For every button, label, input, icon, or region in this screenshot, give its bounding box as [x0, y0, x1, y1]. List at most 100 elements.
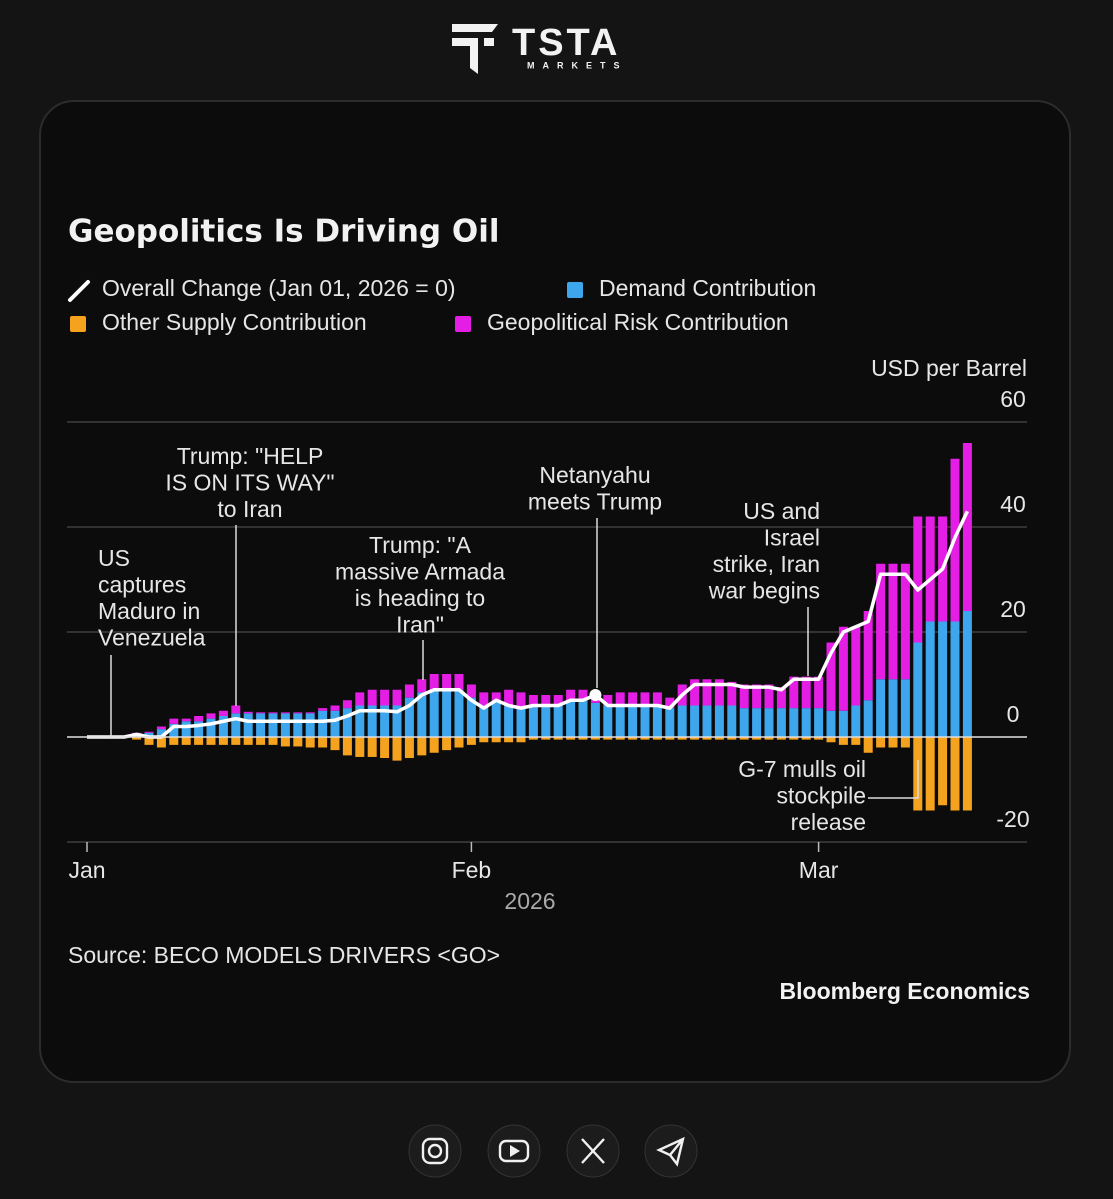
- bar: [256, 712, 266, 714]
- annotation: Venezuela: [98, 625, 206, 651]
- bar: [628, 737, 638, 740]
- tagline: MARKETS: [527, 60, 628, 70]
- bar: [541, 695, 551, 706]
- bar: [528, 705, 538, 737]
- bar: [764, 684, 774, 709]
- bar: [293, 713, 303, 737]
- x-tick-label: Feb: [452, 857, 492, 883]
- bar: [801, 708, 811, 737]
- bar: [442, 689, 452, 737]
- bar: [553, 737, 563, 740]
- bar: [504, 705, 514, 737]
- bar: [417, 692, 427, 737]
- bar: [144, 731, 154, 733]
- bar: [801, 737, 811, 740]
- x-tick-label: Mar: [799, 857, 839, 883]
- bar: [665, 737, 675, 740]
- bar: [169, 723, 179, 737]
- annotation: is heading to: [355, 585, 485, 611]
- bar: [603, 737, 613, 740]
- bar: [404, 684, 414, 698]
- bar: [764, 737, 774, 740]
- bar: [690, 705, 700, 737]
- annotation: to Iran: [217, 496, 282, 522]
- y-tick-label: 0: [1007, 701, 1020, 727]
- bar: [863, 700, 873, 737]
- annotation: Maduro in: [98, 598, 200, 624]
- bar: [305, 712, 315, 714]
- y-tick-label: -20: [996, 806, 1029, 832]
- instagram[interactable]: [408, 1124, 462, 1178]
- legend-swatch: [68, 280, 90, 302]
- bar: [144, 737, 154, 745]
- legend-label: Demand Contribution: [599, 275, 816, 301]
- bar: [727, 681, 737, 706]
- bar: [169, 718, 179, 724]
- bar: [776, 687, 786, 709]
- bar: [330, 710, 340, 737]
- chart-title: Geopolitics Is Driving Oil: [68, 214, 500, 250]
- annotation: strike, Iran: [713, 551, 820, 577]
- bar: [429, 689, 439, 737]
- bar: [652, 705, 662, 737]
- bar: [256, 713, 266, 737]
- bar: [392, 737, 402, 761]
- bar: [826, 642, 836, 711]
- bar: [404, 737, 414, 758]
- card: [39, 100, 1071, 1083]
- bar: [590, 702, 600, 737]
- bar: [454, 737, 464, 748]
- bar: [640, 705, 650, 737]
- bar: [380, 737, 390, 758]
- bar: [690, 737, 700, 740]
- annotation: war begins: [708, 578, 820, 604]
- bar: [950, 737, 960, 811]
- bar: [181, 737, 191, 745]
- bar: [132, 737, 142, 740]
- bar: [851, 737, 861, 745]
- bar: [268, 737, 278, 745]
- bar: [442, 674, 452, 690]
- bar: [206, 713, 216, 719]
- bar: [243, 713, 253, 737]
- bar: [826, 737, 836, 743]
- bar: [888, 737, 898, 748]
- bar: [367, 689, 377, 706]
- bar: [194, 716, 204, 722]
- bar: [305, 713, 315, 737]
- source: Source: BECO MODELS DRIVERS <GO>: [68, 942, 500, 968]
- bar: [652, 737, 662, 740]
- bar: [268, 712, 278, 714]
- bar: [541, 705, 551, 737]
- bar: [962, 737, 972, 811]
- bar: [690, 679, 700, 706]
- bar: [206, 718, 216, 737]
- bar: [454, 689, 464, 737]
- bar: [528, 695, 538, 706]
- bar: [900, 679, 910, 737]
- bar: [243, 711, 253, 714]
- bar: [342, 737, 352, 756]
- annotation: IS ON ITS WAY": [165, 470, 334, 496]
- telegram[interactable]: [644, 1124, 698, 1178]
- bar: [727, 737, 737, 740]
- bar: [652, 692, 662, 706]
- bar: [739, 737, 749, 740]
- brand: TSTA: [512, 22, 620, 64]
- bar: [950, 621, 960, 737]
- bar: [863, 737, 873, 753]
- bar: [280, 737, 290, 747]
- bar: [578, 689, 588, 701]
- bar: [851, 705, 861, 737]
- bar: [702, 737, 712, 740]
- bar: [752, 684, 762, 709]
- bar: [702, 705, 712, 737]
- bar: [640, 737, 650, 740]
- annotation: G-7 mulls oil: [738, 756, 866, 782]
- y-tick-label: 60: [1000, 386, 1026, 412]
- bar: [429, 737, 439, 753]
- bar: [640, 692, 650, 706]
- bar: [739, 684, 749, 709]
- legend-label: Overall Change (Jan 01, 2026 = 0): [102, 275, 456, 301]
- bar: [838, 710, 848, 737]
